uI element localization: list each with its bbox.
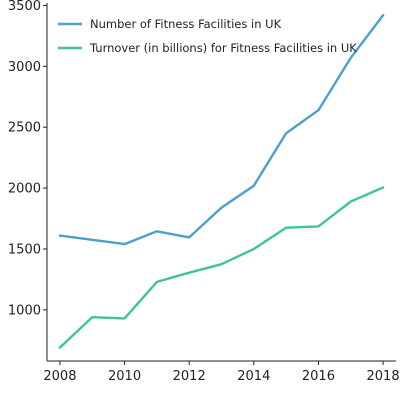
axes-layer: 2008 2010 2012 2014 2016 2018 1000 1500 2000 2500… bbox=[8, 0, 400, 384]
x-tick-label: 2016 bbox=[302, 369, 335, 384]
x-tick-label: 2018 bbox=[367, 369, 400, 384]
y-tick-label: 3500 bbox=[8, 0, 41, 14]
y-tick-label: 1000 bbox=[8, 303, 41, 318]
series-line-2 bbox=[58, 186, 385, 349]
x-tick-label: 2010 bbox=[108, 369, 141, 384]
legend: Number of Fitness Facilities in UK Turnov… bbox=[58, 17, 357, 55]
x-tick-label: 2014 bbox=[237, 369, 270, 384]
legend-label-1: Number of Fitness Facilities in UK bbox=[90, 17, 282, 31]
series-line-1 bbox=[58, 13, 385, 246]
y-tick-label: 2500 bbox=[8, 121, 41, 136]
x-tick-label: 2012 bbox=[173, 369, 206, 384]
x-tick-label: 2008 bbox=[43, 369, 76, 384]
y-tick-label: 3000 bbox=[8, 60, 41, 75]
legend-label-2: Turnover (in billions) for Fitness Facil… bbox=[89, 41, 357, 55]
y-tick-label: 2000 bbox=[8, 182, 41, 197]
y-tick-label: 1500 bbox=[8, 242, 41, 257]
series-layer bbox=[58, 13, 385, 349]
